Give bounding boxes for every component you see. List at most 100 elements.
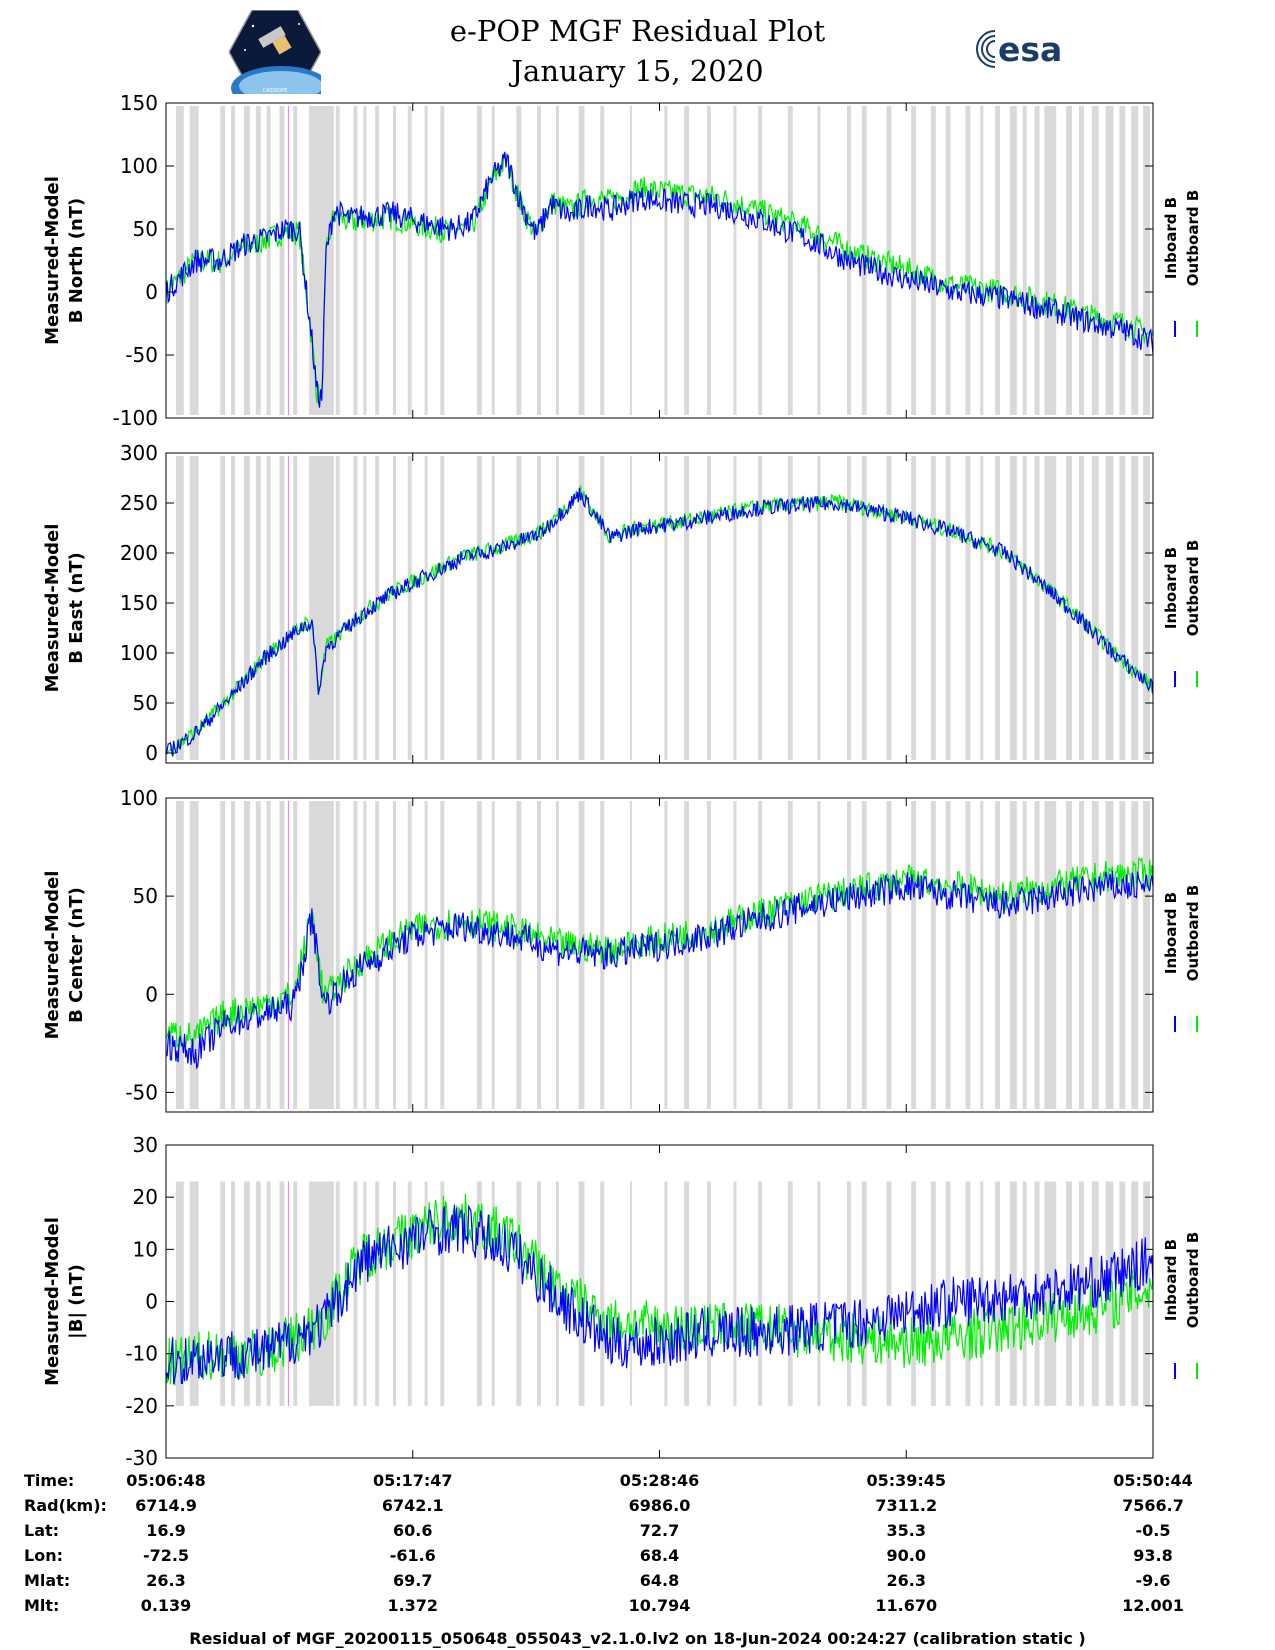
gap-band-0-37 bbox=[930, 106, 936, 415]
ephemeris-value: 68.4 bbox=[640, 1546, 679, 1565]
ephemeris-value: 1.372 bbox=[387, 1596, 438, 1615]
gap-band-0-20 bbox=[516, 106, 522, 415]
ephemeris-value: 6986.0 bbox=[629, 1496, 691, 1515]
gap-band-1-8 bbox=[293, 456, 298, 760]
legend-outboard-label: Outboard B bbox=[1184, 1232, 1202, 1329]
gap-band-2-20 bbox=[516, 801, 522, 1109]
gap-band-1-30 bbox=[758, 456, 763, 760]
gap-band-3-44 bbox=[1034, 1181, 1040, 1406]
gap-band-2-51 bbox=[1131, 801, 1139, 1109]
gap-band-2-45 bbox=[1044, 801, 1057, 1109]
gap-band-1-16 bbox=[424, 456, 428, 760]
gap-band-1-45 bbox=[1044, 456, 1057, 760]
y-tick-label: 150 bbox=[120, 91, 158, 115]
gap-band-3-5 bbox=[255, 1181, 261, 1406]
y-tick-label: 100 bbox=[120, 786, 158, 810]
gap-band-2-19 bbox=[491, 801, 495, 1109]
gap-band-0-26 bbox=[664, 106, 668, 415]
gap-band-2-11 bbox=[353, 801, 358, 1109]
gap-band-0-3 bbox=[231, 106, 235, 415]
gap-band-3-29 bbox=[733, 1181, 737, 1406]
y-tick-label: 150 bbox=[120, 591, 158, 615]
gap-band-2-22 bbox=[555, 801, 559, 1109]
gap-band-2-34 bbox=[861, 801, 867, 1109]
gap-band-1-48 bbox=[1091, 456, 1099, 760]
gap-band-2-27 bbox=[684, 801, 690, 1109]
gap-band-2-41 bbox=[995, 801, 1000, 1109]
gap-band-3-14 bbox=[393, 1181, 396, 1406]
gap-band-1-47 bbox=[1079, 456, 1084, 760]
gap-band-0-40 bbox=[980, 106, 984, 415]
gap-band-0-10 bbox=[335, 106, 340, 415]
gap-band-0-18 bbox=[476, 106, 482, 415]
gap-band-1-44 bbox=[1034, 456, 1040, 760]
legend-outboard-label: Outboard B bbox=[1184, 885, 1202, 982]
gap-band-3-38 bbox=[945, 1181, 951, 1406]
gap-band-2-43 bbox=[1022, 801, 1027, 1109]
gap-band-3-1 bbox=[189, 1181, 199, 1406]
gap-band-2-26 bbox=[664, 801, 668, 1109]
ephemeris-value: 64.8 bbox=[640, 1571, 679, 1590]
gap-band-3-4 bbox=[244, 1181, 250, 1406]
gap-band-1-1 bbox=[189, 456, 199, 760]
ephemeris-value: 93.8 bbox=[1133, 1546, 1172, 1565]
gap-band-3-8 bbox=[293, 1181, 298, 1406]
gap-band-1-19 bbox=[491, 456, 495, 760]
series-inboard-line bbox=[165, 1204, 1154, 1385]
gap-band-3-12 bbox=[363, 1181, 367, 1406]
gap-band-1-14 bbox=[393, 456, 396, 760]
gap-band-1-52 bbox=[1143, 456, 1150, 760]
y-tick-label: 0 bbox=[145, 982, 158, 1006]
ephemeris-value: 69.7 bbox=[393, 1571, 432, 1590]
gap-band-3-15 bbox=[407, 1181, 412, 1406]
gap-band-2-46 bbox=[1066, 801, 1072, 1109]
gap-band-1-3 bbox=[231, 456, 235, 760]
gap-band-3-37 bbox=[930, 1181, 936, 1406]
gap-band-0-32 bbox=[817, 106, 821, 415]
gap-band-0-14 bbox=[393, 106, 396, 415]
gap-band-2-8 bbox=[293, 801, 298, 1109]
y-axis-label: |B| (nT) bbox=[66, 1264, 87, 1339]
gap-band-1-28 bbox=[706, 456, 711, 760]
gap-band-2-3 bbox=[231, 801, 235, 1109]
gap-band-1-5 bbox=[255, 456, 261, 760]
gap-band-3-49 bbox=[1105, 1181, 1114, 1406]
gap-band-3-30 bbox=[758, 1181, 763, 1406]
y-axis-label: Measured-Model bbox=[42, 871, 63, 1040]
gap-band-3-9 bbox=[309, 1181, 334, 1406]
y-tick-label: 0 bbox=[145, 280, 158, 304]
ephemeris-value: -0.5 bbox=[1136, 1521, 1171, 1540]
ephemeris-value: -9.6 bbox=[1136, 1571, 1171, 1590]
ephemeris-value: 7566.7 bbox=[1122, 1496, 1184, 1515]
gap-band-2-17 bbox=[440, 801, 445, 1109]
legend-inboard-label: Inboard B bbox=[1162, 892, 1180, 974]
ephemeris-value: 7311.2 bbox=[875, 1496, 937, 1515]
y-tick-label: 10 bbox=[133, 1237, 158, 1261]
gap-band-3-13 bbox=[375, 1181, 380, 1406]
ephemeris-value: 6714.9 bbox=[135, 1496, 197, 1515]
gap-band-3-26 bbox=[664, 1181, 668, 1406]
gap-band-2-31 bbox=[787, 801, 793, 1109]
gap-band-2-21 bbox=[537, 801, 541, 1109]
gap-band-3-17 bbox=[440, 1181, 445, 1406]
gap-band-2-37 bbox=[930, 801, 936, 1109]
gap-band-0-11 bbox=[353, 106, 358, 415]
ephemeris-row-label: Mlat: bbox=[24, 1571, 70, 1590]
gap-band-3-33 bbox=[847, 1181, 851, 1406]
legend-outboard-label: Outboard B bbox=[1184, 190, 1202, 287]
gap-band-2-25 bbox=[629, 801, 632, 1109]
gap-band-3-19 bbox=[491, 1181, 495, 1406]
gap-band-0-29 bbox=[733, 106, 737, 415]
time-tick-label: 05:28:46 bbox=[620, 1471, 700, 1490]
gap-band-3-21 bbox=[537, 1181, 541, 1406]
gap-band-1-20 bbox=[516, 456, 522, 760]
gap-band-1-26 bbox=[664, 456, 668, 760]
gap-band-3-32 bbox=[817, 1181, 821, 1406]
gap-band-3-6 bbox=[266, 1181, 271, 1406]
gap-band-1-43 bbox=[1022, 456, 1027, 760]
chart-subtitle-date: January 15, 2020 bbox=[511, 54, 764, 88]
legend-inboard-label: Inboard B bbox=[1162, 1239, 1180, 1321]
gap-band-0-21 bbox=[537, 106, 541, 415]
gap-band-0-19 bbox=[491, 106, 495, 415]
